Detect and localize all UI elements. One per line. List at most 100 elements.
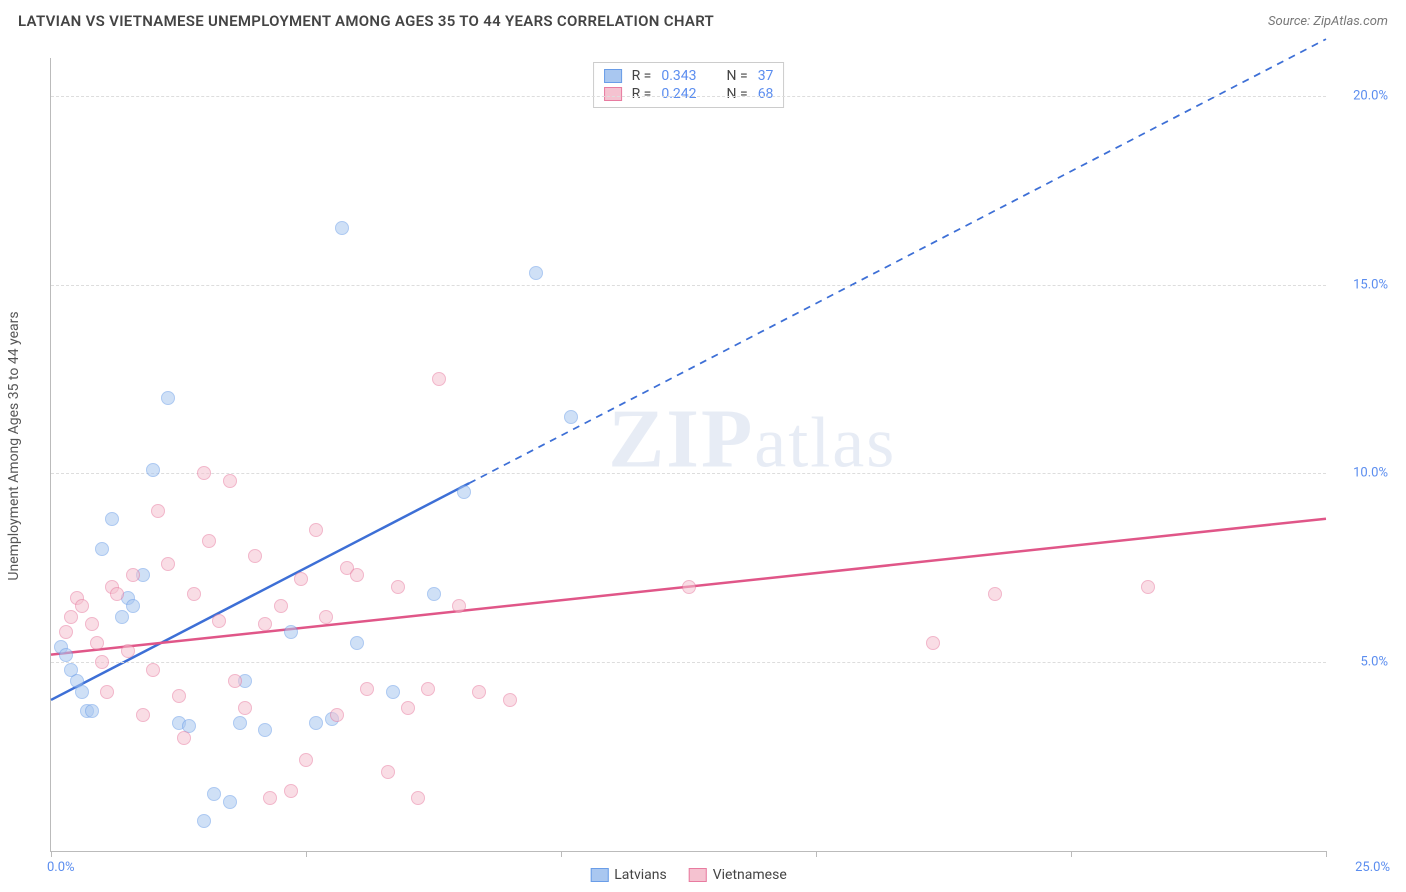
data-point bbox=[228, 674, 242, 688]
legend-swatch bbox=[689, 868, 707, 882]
data-point bbox=[350, 568, 364, 582]
data-point bbox=[146, 663, 160, 677]
data-point bbox=[161, 391, 175, 405]
data-point bbox=[233, 716, 247, 730]
data-point bbox=[75, 599, 89, 613]
data-point bbox=[121, 644, 135, 658]
x-max-label: 25.0% bbox=[1355, 860, 1390, 875]
legend-r-value: 0.242 bbox=[661, 86, 696, 102]
header: LATVIAN VS VIETNAMESE UNEMPLOYMENT AMONG… bbox=[0, 0, 1406, 38]
gridline-h bbox=[51, 96, 1326, 97]
data-point bbox=[457, 485, 471, 499]
data-point bbox=[248, 549, 262, 563]
legend-r-label: R = bbox=[632, 68, 652, 84]
x-tick bbox=[1326, 851, 1327, 857]
legend-n-label: N = bbox=[727, 86, 748, 102]
data-point bbox=[391, 580, 405, 594]
y-axis-title: Unemployment Among Ages 35 to 44 years bbox=[6, 311, 22, 580]
legend-r-label: R = bbox=[632, 86, 652, 102]
trend-lines bbox=[51, 58, 1326, 851]
gridline-h bbox=[51, 285, 1326, 286]
legend-stats: R = 0.343 N = 37 R = 0.242 N = 68 bbox=[593, 62, 785, 108]
page-title: LATVIAN VS VIETNAMESE UNEMPLOYMENT AMONG… bbox=[18, 12, 714, 30]
legend-series-item: Vietnamese bbox=[689, 867, 787, 883]
data-point bbox=[335, 221, 349, 235]
legend-series: Latvians Vietnamese bbox=[590, 867, 787, 883]
data-point bbox=[682, 580, 696, 594]
y-tick-label: 5.0% bbox=[1360, 655, 1388, 670]
data-point bbox=[223, 474, 237, 488]
x-min-label: 0.0% bbox=[47, 860, 75, 875]
data-point bbox=[115, 610, 129, 624]
legend-series-label: Vietnamese bbox=[713, 867, 787, 883]
legend-swatch bbox=[604, 87, 622, 101]
data-point bbox=[284, 625, 298, 639]
data-point bbox=[100, 685, 114, 699]
data-point bbox=[197, 466, 211, 480]
legend-swatch bbox=[604, 69, 622, 83]
x-tick bbox=[816, 851, 817, 857]
data-point bbox=[294, 572, 308, 586]
data-point bbox=[309, 716, 323, 730]
legend-stat-row: R = 0.343 N = 37 bbox=[604, 67, 774, 85]
data-point bbox=[988, 587, 1002, 601]
data-point bbox=[472, 685, 486, 699]
data-point bbox=[75, 685, 89, 699]
data-point bbox=[432, 372, 446, 386]
data-point bbox=[59, 625, 73, 639]
data-point bbox=[202, 534, 216, 548]
data-point bbox=[309, 523, 323, 537]
legend-swatch bbox=[590, 868, 608, 882]
gridline-h bbox=[51, 473, 1326, 474]
data-point bbox=[85, 617, 99, 631]
data-point bbox=[401, 701, 415, 715]
y-tick-label: 20.0% bbox=[1353, 88, 1388, 103]
legend-r-value: 0.343 bbox=[661, 68, 696, 84]
legend-n-value: 37 bbox=[758, 68, 774, 84]
data-point bbox=[263, 791, 277, 805]
data-point bbox=[187, 587, 201, 601]
data-point bbox=[350, 636, 364, 650]
data-point bbox=[299, 753, 313, 767]
data-point bbox=[1141, 580, 1155, 594]
data-point bbox=[207, 787, 221, 801]
y-tick-label: 15.0% bbox=[1353, 277, 1388, 292]
data-point bbox=[411, 791, 425, 805]
data-point bbox=[64, 610, 78, 624]
data-point bbox=[330, 708, 344, 722]
data-point bbox=[452, 599, 466, 613]
data-point bbox=[386, 685, 400, 699]
legend-n-value: 68 bbox=[758, 86, 774, 102]
data-point bbox=[564, 410, 578, 424]
data-point bbox=[258, 617, 272, 631]
data-point bbox=[126, 599, 140, 613]
data-point bbox=[421, 682, 435, 696]
data-point bbox=[258, 723, 272, 737]
y-tick-label: 10.0% bbox=[1353, 466, 1388, 481]
data-point bbox=[151, 504, 165, 518]
data-point bbox=[503, 693, 517, 707]
legend-series-label: Latvians bbox=[614, 867, 667, 883]
data-point bbox=[197, 814, 211, 828]
data-point bbox=[90, 636, 104, 650]
data-point bbox=[212, 614, 226, 628]
data-point bbox=[223, 795, 237, 809]
data-point bbox=[110, 587, 124, 601]
data-point bbox=[105, 512, 119, 526]
data-point bbox=[926, 636, 940, 650]
data-point bbox=[360, 682, 374, 696]
x-tick bbox=[51, 851, 52, 857]
data-point bbox=[59, 648, 73, 662]
x-tick bbox=[306, 851, 307, 857]
legend-n-label: N = bbox=[727, 68, 748, 84]
gridline-h bbox=[51, 662, 1326, 663]
x-tick bbox=[561, 851, 562, 857]
data-point bbox=[172, 689, 186, 703]
data-point bbox=[427, 587, 441, 601]
legend-series-item: Latvians bbox=[590, 867, 667, 883]
x-tick bbox=[1071, 851, 1072, 857]
data-point bbox=[381, 765, 395, 779]
data-point bbox=[274, 599, 288, 613]
data-point bbox=[136, 708, 150, 722]
data-point bbox=[95, 655, 109, 669]
